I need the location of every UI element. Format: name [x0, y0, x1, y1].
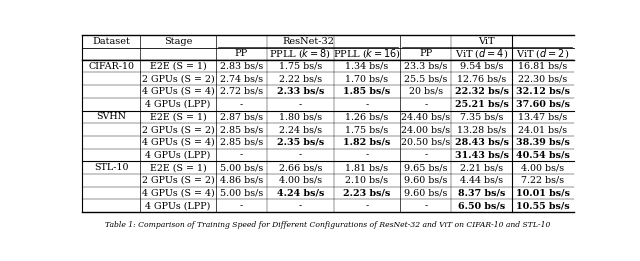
Text: 9.54 bs/s: 9.54 bs/s — [460, 62, 504, 70]
Text: 10.01 bs/s: 10.01 bs/s — [516, 189, 570, 198]
Text: 20 bs/s: 20 bs/s — [409, 87, 443, 96]
Text: ViT ($d = 4$): ViT ($d = 4$) — [456, 47, 509, 60]
Text: 28.43 bs/s: 28.43 bs/s — [455, 138, 509, 147]
Text: 25.21 bs/s: 25.21 bs/s — [455, 100, 509, 109]
Text: 2.35 bs/s: 2.35 bs/s — [276, 138, 324, 147]
Text: PP: PP — [419, 49, 433, 58]
Text: -: - — [299, 151, 302, 159]
Text: 4 GPUs (LPP): 4 GPUs (LPP) — [145, 201, 211, 210]
Text: 2.10 bs/s: 2.10 bs/s — [346, 176, 388, 185]
Text: 2.23 bs/s: 2.23 bs/s — [343, 189, 390, 198]
Text: PP: PP — [235, 49, 248, 58]
Text: 4.24 bs/s: 4.24 bs/s — [276, 189, 324, 198]
Text: 22.32 bs/s: 22.32 bs/s — [455, 87, 509, 96]
Text: 16.81 bs/s: 16.81 bs/s — [518, 62, 568, 70]
Text: ViT ($d = 2$): ViT ($d = 2$) — [516, 47, 570, 60]
Text: 4 GPUs (S = 4): 4 GPUs (S = 4) — [141, 189, 214, 198]
Text: 7.35 bs/s: 7.35 bs/s — [460, 112, 504, 121]
Text: PPLL ($k = 16$): PPLL ($k = 16$) — [333, 47, 401, 60]
Text: 1.34 bs/s: 1.34 bs/s — [346, 62, 388, 70]
Text: 2.83 bs/s: 2.83 bs/s — [220, 62, 263, 70]
Text: 2.85 bs/s: 2.85 bs/s — [220, 138, 263, 147]
Text: 8.37 bs/s: 8.37 bs/s — [458, 189, 506, 198]
Text: 2.21 bs/s: 2.21 bs/s — [460, 163, 504, 172]
Text: 5.00 bs/s: 5.00 bs/s — [220, 163, 263, 172]
Text: 13.28 bs/s: 13.28 bs/s — [458, 125, 507, 134]
Text: 37.60 bs/s: 37.60 bs/s — [516, 100, 570, 109]
Text: 9.60 bs/s: 9.60 bs/s — [404, 189, 447, 198]
Text: 7.22 bs/s: 7.22 bs/s — [522, 176, 564, 185]
Text: 2 GPUs (S = 2): 2 GPUs (S = 2) — [141, 176, 214, 185]
Text: -: - — [365, 201, 369, 210]
Text: 10.55 bs/s: 10.55 bs/s — [516, 201, 570, 210]
Text: 1.26 bs/s: 1.26 bs/s — [346, 112, 388, 121]
Text: Table 1: Comparison of Training Speed for Different Configurations of ResNet-32 : Table 1: Comparison of Training Speed fo… — [106, 221, 550, 229]
Text: 4 GPUs (LPP): 4 GPUs (LPP) — [145, 100, 211, 109]
Text: E2E (S = 1): E2E (S = 1) — [150, 163, 206, 172]
Text: 1.80 bs/s: 1.80 bs/s — [279, 112, 322, 121]
Text: 1.82 bs/s: 1.82 bs/s — [343, 138, 390, 147]
Text: 2.66 bs/s: 2.66 bs/s — [278, 163, 322, 172]
Text: 2.74 bs/s: 2.74 bs/s — [220, 74, 263, 83]
Text: E2E (S = 1): E2E (S = 1) — [150, 112, 206, 121]
Text: 4 GPUs (LPP): 4 GPUs (LPP) — [145, 151, 211, 159]
Text: 4 GPUs (S = 4): 4 GPUs (S = 4) — [141, 138, 214, 147]
Text: 1.75 bs/s: 1.75 bs/s — [346, 125, 388, 134]
Text: -: - — [424, 151, 428, 159]
Text: 2.24 bs/s: 2.24 bs/s — [279, 125, 322, 134]
Text: 20.50 bs/s: 20.50 bs/s — [401, 138, 451, 147]
Text: 32.12 bs/s: 32.12 bs/s — [516, 87, 570, 96]
Text: STL-10: STL-10 — [94, 163, 129, 172]
Text: 4.86 bs/s: 4.86 bs/s — [220, 176, 263, 185]
Text: -: - — [240, 100, 243, 109]
Text: 9.60 bs/s: 9.60 bs/s — [404, 176, 447, 185]
Text: -: - — [299, 100, 302, 109]
Text: 13.47 bs/s: 13.47 bs/s — [518, 112, 568, 121]
Text: 23.3 bs/s: 23.3 bs/s — [404, 62, 447, 70]
Text: 2.22 bs/s: 2.22 bs/s — [279, 74, 322, 83]
Text: 6.50 bs/s: 6.50 bs/s — [458, 201, 506, 210]
Text: 2 GPUs (S = 2): 2 GPUs (S = 2) — [141, 74, 214, 83]
Text: 12.76 bs/s: 12.76 bs/s — [458, 74, 507, 83]
Text: 2.33 bs/s: 2.33 bs/s — [276, 87, 324, 96]
Text: 4.44 bs/s: 4.44 bs/s — [460, 176, 504, 185]
Text: 40.54 bs/s: 40.54 bs/s — [516, 151, 570, 159]
Text: 1.85 bs/s: 1.85 bs/s — [343, 87, 390, 96]
Text: 4.00 bs/s: 4.00 bs/s — [279, 176, 322, 185]
Text: -: - — [299, 201, 302, 210]
Text: Dataset: Dataset — [92, 37, 130, 46]
Text: ResNet-32: ResNet-32 — [282, 37, 334, 46]
Text: -: - — [365, 151, 369, 159]
Text: CIFAR-10: CIFAR-10 — [88, 62, 134, 70]
Text: 2 GPUs (S = 2): 2 GPUs (S = 2) — [141, 125, 214, 134]
Text: E2E (S = 1): E2E (S = 1) — [150, 62, 206, 70]
Text: -: - — [424, 201, 428, 210]
Text: PPLL ($k = 8$): PPLL ($k = 8$) — [269, 47, 332, 60]
Text: 25.5 bs/s: 25.5 bs/s — [404, 74, 447, 83]
Text: SVHN: SVHN — [96, 112, 126, 121]
Text: Stage: Stage — [164, 37, 192, 46]
Text: 2.87 bs/s: 2.87 bs/s — [220, 112, 263, 121]
Text: 4 GPUs (S = 4): 4 GPUs (S = 4) — [141, 87, 214, 96]
Text: 24.40 bs/s: 24.40 bs/s — [401, 112, 451, 121]
Text: -: - — [424, 100, 428, 109]
Text: -: - — [365, 100, 369, 109]
Text: 31.43 bs/s: 31.43 bs/s — [455, 151, 509, 159]
Text: 38.39 bs/s: 38.39 bs/s — [516, 138, 570, 147]
Text: 2.72 bs/s: 2.72 bs/s — [220, 87, 263, 96]
Text: ViT: ViT — [479, 37, 495, 46]
Text: 2.85 bs/s: 2.85 bs/s — [220, 125, 263, 134]
Text: -: - — [240, 201, 243, 210]
Text: 5.00 bs/s: 5.00 bs/s — [220, 189, 263, 198]
Text: 22.30 bs/s: 22.30 bs/s — [518, 74, 568, 83]
Text: 9.65 bs/s: 9.65 bs/s — [404, 163, 447, 172]
Text: 24.01 bs/s: 24.01 bs/s — [518, 125, 568, 134]
Text: -: - — [240, 151, 243, 159]
Text: 1.70 bs/s: 1.70 bs/s — [346, 74, 388, 83]
Text: 1.75 bs/s: 1.75 bs/s — [278, 62, 322, 70]
Text: 4.00 bs/s: 4.00 bs/s — [522, 163, 564, 172]
Text: 1.81 bs/s: 1.81 bs/s — [346, 163, 388, 172]
Text: 24.00 bs/s: 24.00 bs/s — [401, 125, 451, 134]
